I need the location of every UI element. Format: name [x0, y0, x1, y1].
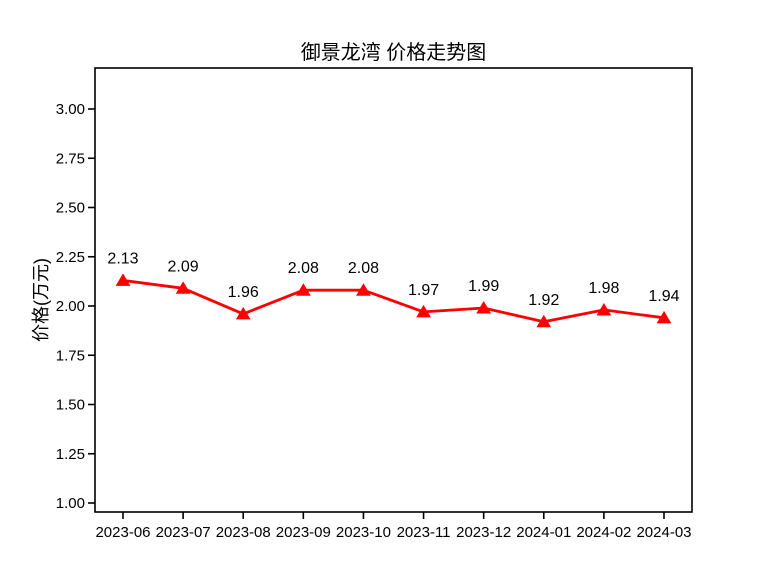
data-point-value-label: 1.92	[528, 292, 559, 309]
x-tick-label: 2024-03	[636, 524, 691, 541]
chart-title: 御景龙湾 价格走势图	[300, 42, 487, 64]
data-point-value-label: 2.08	[348, 260, 379, 277]
data-point-value-label: 2.09	[168, 258, 199, 275]
data-point-value-label: 1.96	[228, 284, 259, 301]
data-point-value-label: 1.99	[468, 278, 499, 295]
y-tick-label: 2.75	[56, 150, 85, 167]
y-tick-label: 2.50	[56, 200, 85, 217]
data-point-value-label: 1.97	[408, 282, 439, 299]
data-point-marker	[476, 300, 492, 314]
y-tick-label: 1.75	[56, 347, 85, 364]
plot-border	[94, 67, 693, 513]
price-line	[121, 278, 666, 324]
data-point-marker	[596, 302, 612, 316]
data-point-marker	[356, 283, 371, 296]
data-point-marker	[656, 310, 672, 324]
data-point-marker	[295, 283, 311, 296]
x-tick-label: 2023-07	[156, 524, 211, 541]
y-tick-label: 1.25	[56, 446, 85, 463]
data-point-marker	[115, 273, 131, 286]
y-tick-label: 2.25	[56, 249, 85, 266]
x-tick-label: 2024-02	[576, 524, 631, 541]
x-tick-label: 2023-12	[456, 524, 511, 541]
x-tick-label: 2023-10	[336, 524, 391, 541]
data-point-marker	[235, 306, 251, 320]
data-point-marker	[536, 314, 552, 328]
x-tick-label: 2023-08	[216, 524, 271, 541]
y-tick-label: 1.00	[56, 495, 85, 512]
data-point-value-label: 1.94	[648, 288, 679, 305]
y-tick-label: 2.00	[56, 298, 85, 315]
x-tick-label: 2023-09	[276, 524, 331, 541]
x-tick-label: 2024-01	[516, 524, 571, 541]
data-point-value-label: 2.08	[288, 260, 319, 277]
data-point-marker	[416, 304, 431, 318]
data-point-value-label: 1.98	[588, 280, 619, 297]
y-tick-label: 1.50	[56, 397, 85, 414]
data-point-marker	[175, 281, 191, 294]
y-tick-label: 3.00	[56, 101, 85, 118]
x-tick-label: 2023-11	[397, 524, 451, 541]
x-tick-label: 2023-06	[95, 524, 150, 541]
data-point-value-label: 2.13	[107, 250, 138, 267]
